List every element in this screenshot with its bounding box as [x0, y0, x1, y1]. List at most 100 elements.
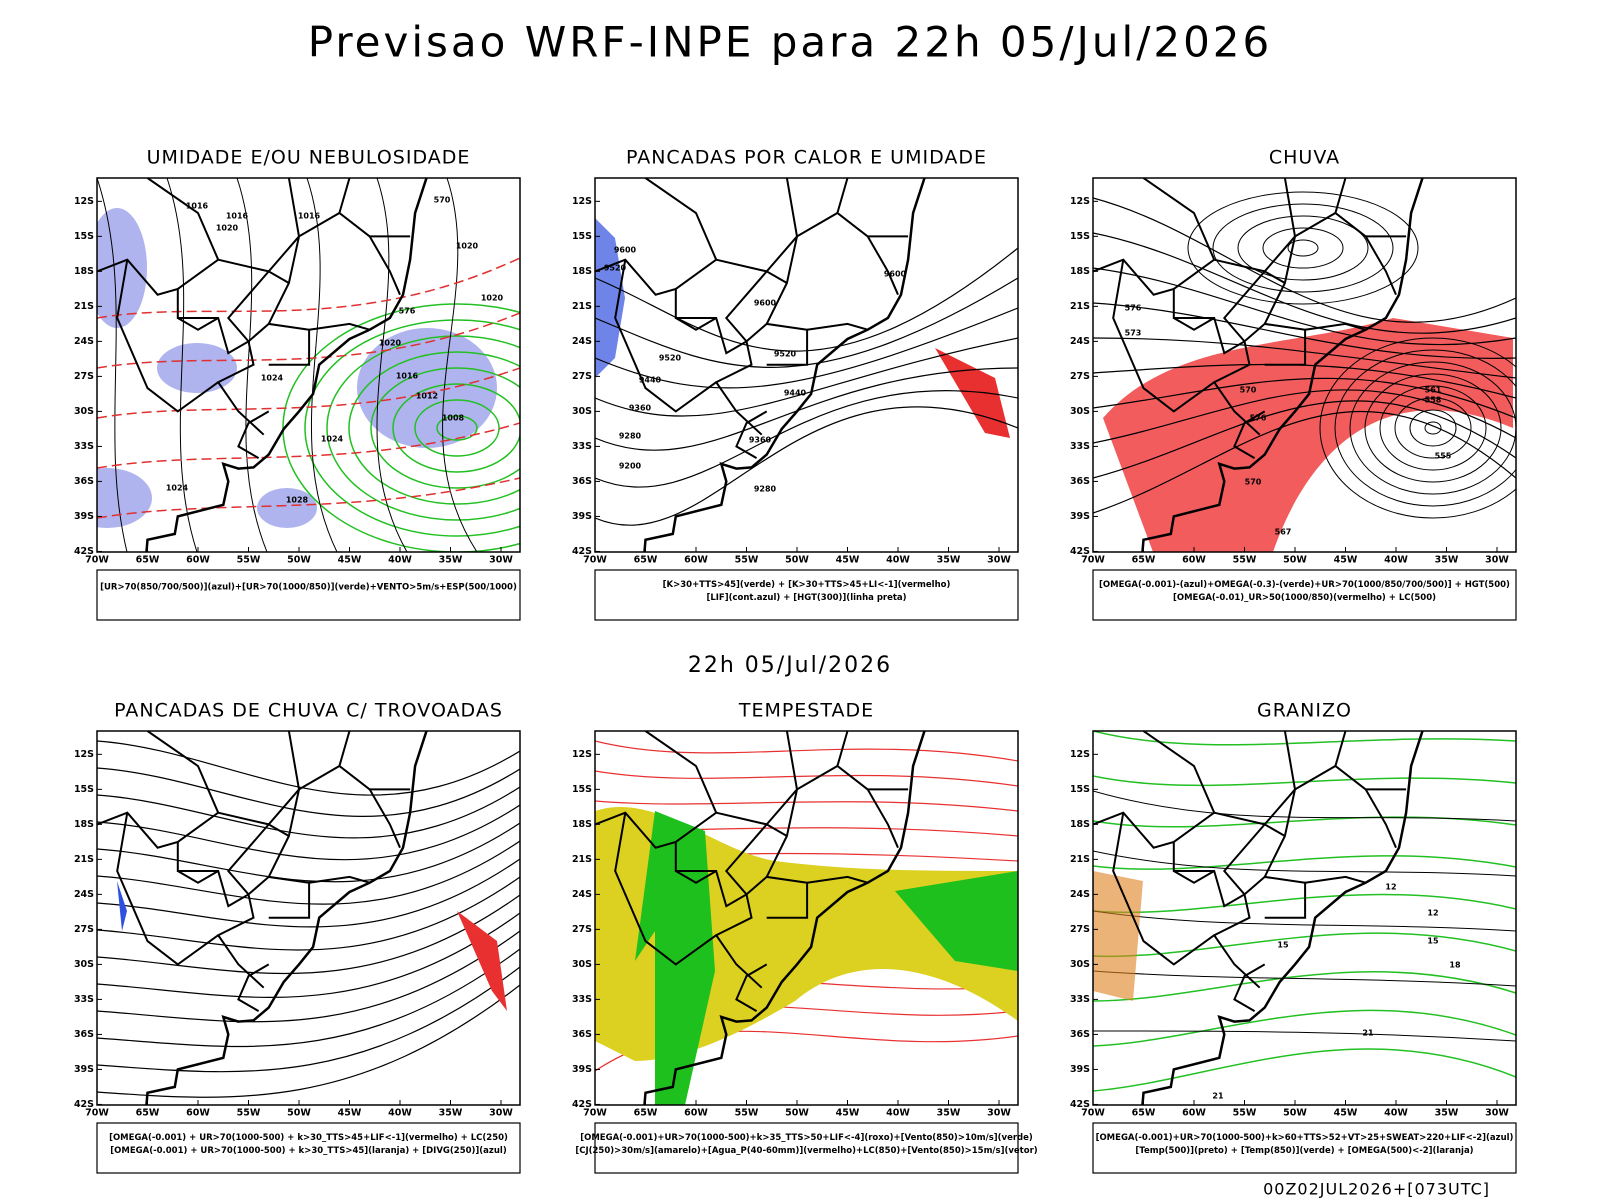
lat-label: 12S	[1070, 749, 1090, 760]
map-panel: TEMPESTADE 12S 15S 18S 21S 24S 27S 30S 33S 36S 39S…	[572, 700, 1038, 1174]
lat-label: 36S	[572, 476, 592, 487]
border	[267, 764, 401, 919]
thickness-contour	[97, 312, 520, 369]
contour-label: 21	[1362, 1029, 1374, 1038]
temp850-contour	[1093, 893, 1516, 914]
map-frame	[594, 730, 1019, 1106]
border	[675, 870, 717, 884]
lat-label: 42S	[1070, 1099, 1090, 1110]
instability-area	[935, 348, 1010, 438]
streamline	[595, 770, 1018, 787]
lon-label: 70W	[1081, 555, 1105, 566]
streamline	[97, 840, 520, 905]
lat-label: 15S	[572, 784, 592, 795]
lon-label: 30W	[489, 1108, 513, 1119]
lat-label: 24S	[572, 336, 592, 347]
streamline	[1093, 377, 1516, 419]
lat-label: 27S	[1070, 371, 1090, 382]
border	[237, 963, 270, 1012]
border	[177, 870, 219, 884]
border	[338, 731, 351, 767]
contour-label: 561	[1425, 386, 1442, 395]
contour-label: 12	[1385, 883, 1396, 892]
map-frame	[1092, 730, 1517, 1106]
lat-label: 18S	[74, 266, 94, 277]
panel-title: UMIDADE E/OU NEBULOSIDADE	[147, 147, 471, 169]
contour-label: 9200	[619, 462, 642, 471]
lon-label: 65W	[634, 1108, 658, 1119]
streamline	[1394, 397, 1472, 459]
border	[1222, 270, 1286, 343]
humidity-area	[357, 328, 497, 448]
lon-label: 35W	[937, 1108, 961, 1119]
contour-label: 1024	[321, 435, 344, 444]
map-panel: PANCADAS DE CHUVA C/ TROVOADAS 12S 15S 18S 2…	[74, 700, 521, 1174]
height-contour	[595, 406, 1018, 526]
lat-label: 39S	[1070, 1064, 1090, 1075]
contour-label: 1016	[226, 212, 249, 221]
border	[806, 875, 868, 884]
lon-label: 30W	[489, 555, 513, 566]
lat-label: 36S	[74, 476, 94, 487]
map-frame	[96, 177, 521, 553]
panel-title: GRANIZO	[1257, 700, 1352, 722]
contour-label: 9600	[754, 299, 777, 308]
lat-label: 21S	[74, 301, 94, 312]
lat-label: 15S	[572, 231, 592, 242]
height-contour	[595, 367, 1018, 451]
height-contour	[595, 307, 1018, 389]
contour-label: 1020	[379, 339, 402, 348]
lat-label: 42S	[572, 546, 592, 557]
border	[1213, 731, 1297, 826]
border	[1112, 812, 1215, 966]
legend-text: [K>30+TTS>45](verde) + [K>30+TTS>45+LI<-…	[663, 580, 951, 590]
lat-label: 36S	[1070, 1029, 1090, 1040]
lat-label: 27S	[74, 924, 94, 935]
thickness-contour	[97, 477, 520, 519]
height-contour	[595, 389, 1018, 488]
lon-label: 45W	[1334, 1108, 1358, 1119]
border	[765, 764, 899, 919]
lat-label: 27S	[1070, 924, 1090, 935]
streamline	[1287, 239, 1319, 257]
border	[735, 963, 768, 1012]
contour-label: 9360	[749, 436, 772, 445]
wind-contour	[392, 383, 520, 473]
lon-label: 65W	[1132, 555, 1156, 566]
streamline	[97, 894, 520, 975]
contour-label: 555	[1435, 452, 1452, 461]
streamline	[1093, 302, 1516, 359]
lon-label: 70W	[85, 1108, 109, 1119]
lon-label: 40W	[886, 1108, 910, 1119]
contour-label: 9600	[614, 246, 637, 255]
lon-label: 65W	[136, 555, 160, 566]
wind-contour	[348, 351, 520, 505]
height-contour	[595, 277, 1018, 368]
streamline	[1093, 267, 1516, 346]
contour-label: 570	[434, 196, 451, 205]
lon-label: 70W	[85, 555, 109, 566]
lat-label: 39S	[572, 1064, 592, 1075]
streamline	[1187, 191, 1419, 305]
streamline	[1093, 337, 1516, 379]
contour-label: 576	[1250, 414, 1267, 423]
border	[724, 270, 788, 343]
border	[836, 731, 849, 767]
map-frame	[594, 177, 1019, 553]
legend-box	[1092, 569, 1517, 621]
lat-label: 24S	[572, 889, 592, 900]
pressure-contour	[376, 178, 408, 552]
border	[1304, 322, 1366, 331]
border	[1173, 317, 1215, 331]
border	[1263, 764, 1397, 919]
contour-label: 558	[1425, 396, 1442, 405]
border	[237, 410, 270, 459]
streamline	[1093, 389, 1516, 444]
wind-area	[635, 811, 715, 1105]
lon-label: 40W	[1384, 555, 1408, 566]
lat-label: 15S	[74, 784, 94, 795]
streamline	[1093, 410, 1516, 514]
temp850-contour	[1093, 932, 1516, 958]
border	[226, 823, 290, 896]
temp850-contour	[1093, 971, 1516, 1002]
